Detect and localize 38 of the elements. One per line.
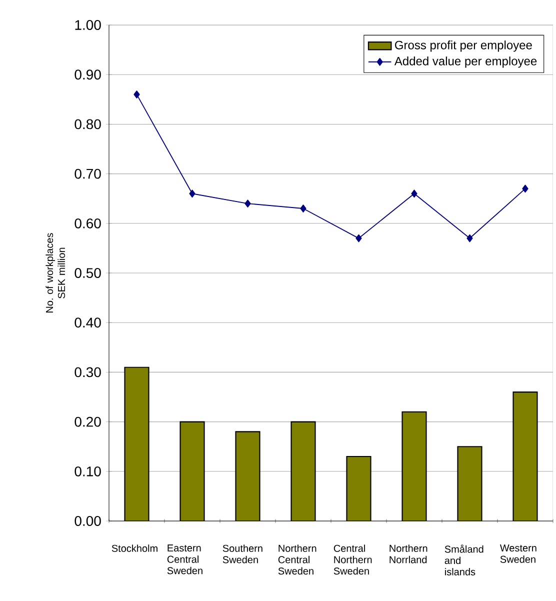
x-tick-label: Northern Norrland	[390, 544, 428, 564]
point	[466, 234, 473, 242]
x-tick-label: Southern Sweden	[222, 544, 262, 564]
legend-label: Added value per employee	[394, 56, 537, 68]
bar	[180, 421, 205, 521]
bar	[235, 431, 260, 521]
y-tick-label: 0.20	[74, 416, 101, 427]
x-tick-label: Central Northern Sweden	[334, 544, 372, 575]
point	[522, 184, 528, 193]
y-tick-label: 0.80	[74, 119, 101, 130]
y-tick-label: 0.10	[74, 466, 101, 476]
bar	[290, 421, 316, 521]
bar	[512, 392, 538, 521]
bar	[457, 446, 482, 521]
y-tick-label: 0.90	[74, 70, 101, 80]
point	[189, 190, 196, 198]
y-tick-label: 0.30	[74, 367, 101, 378]
y-tick-label: 0.40	[74, 318, 101, 328]
y-tick-label: 0.60	[74, 218, 101, 228]
y-axis-title: No. of workplaces SEK million	[46, 233, 66, 312]
point	[134, 90, 140, 98]
point	[411, 190, 418, 198]
point	[300, 204, 306, 212]
y-tick-label: 0.00	[74, 516, 101, 526]
x-tick-label: Stockholm	[112, 544, 158, 552]
point	[356, 234, 362, 242]
bar	[124, 366, 150, 521]
y-tick-label: 0.50	[74, 268, 101, 278]
x-tick-label: Northern Central Sweden	[278, 544, 316, 575]
bar	[346, 456, 372, 521]
bar	[402, 411, 427, 521]
point	[244, 200, 251, 208]
y-tick-label: 0.70	[74, 168, 101, 179]
x-tick-label: Småland and islands	[444, 544, 484, 576]
legend-label: Gross profit per employee	[395, 40, 532, 52]
x-tick-label: Western Sweden	[500, 544, 536, 563]
y-tick-label: 1.00	[75, 20, 101, 30]
x-tick-label: Eastern Central Sweden	[167, 544, 202, 574]
